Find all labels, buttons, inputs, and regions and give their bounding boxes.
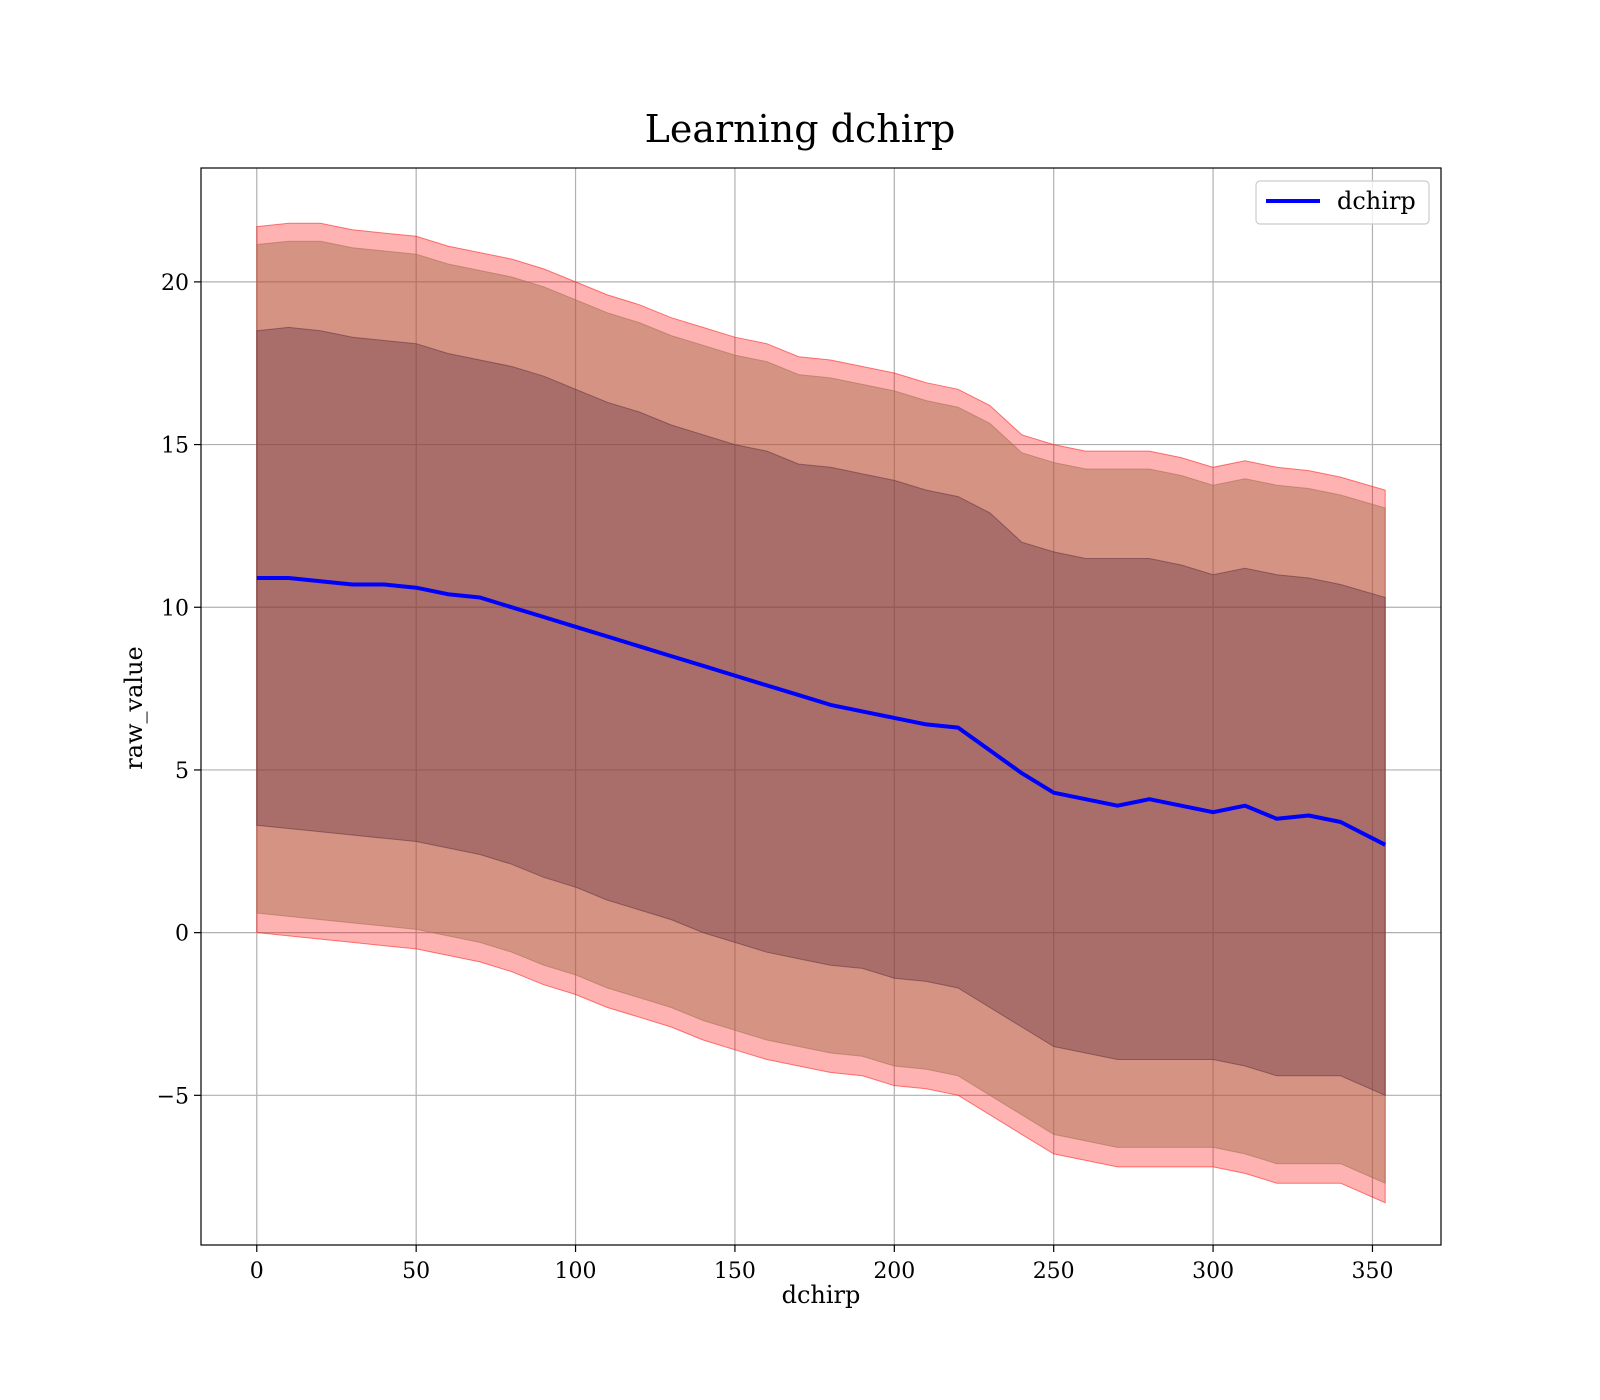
x-axis-ticks: 0 50 100 150 200 250 300 350	[250, 1245, 1393, 1284]
x-tick-label: 0	[250, 1259, 264, 1284]
y-tick-label: 5	[175, 759, 189, 784]
plot-frame	[200, 167, 1442, 1246]
plot-area	[200, 167, 1442, 1246]
y-tick-label: 15	[161, 434, 189, 459]
x-tick-label: 100	[555, 1259, 597, 1284]
x-tick-label: 300	[1192, 1259, 1234, 1284]
grid-lines	[201, 168, 1441, 1245]
legend: dchirp	[1255, 180, 1430, 225]
x-tick-label: 150	[714, 1259, 756, 1284]
x-tick-label: 50	[402, 1259, 430, 1284]
series-line-dchirp	[256, 576, 1387, 847]
x-tick-label: 350	[1351, 1259, 1393, 1284]
x-tick-label: 250	[1033, 1259, 1075, 1284]
confidence-band-2	[256, 326, 1386, 1097]
y-tick-label: 20	[161, 271, 189, 296]
y-tick-label: 0	[175, 922, 189, 947]
y-tick-label: −5	[157, 1084, 189, 1109]
x-axis-label: dchirp	[782, 1281, 861, 1309]
y-tick-label: 10	[161, 596, 189, 621]
confidence-band-0	[256, 222, 1386, 1204]
y-axis-label: raw_value	[120, 646, 148, 770]
chart-title: Learning dchirp	[645, 107, 956, 151]
x-tick-label: 200	[873, 1259, 915, 1284]
confidence-band-1	[256, 240, 1386, 1184]
y-axis-ticks: −5 0 5 10 15 20	[157, 271, 201, 1109]
legend-box	[1255, 180, 1430, 225]
series-layer	[256, 576, 1387, 847]
legend-label: dchirp	[1337, 187, 1416, 215]
band-layer	[256, 222, 1386, 1204]
